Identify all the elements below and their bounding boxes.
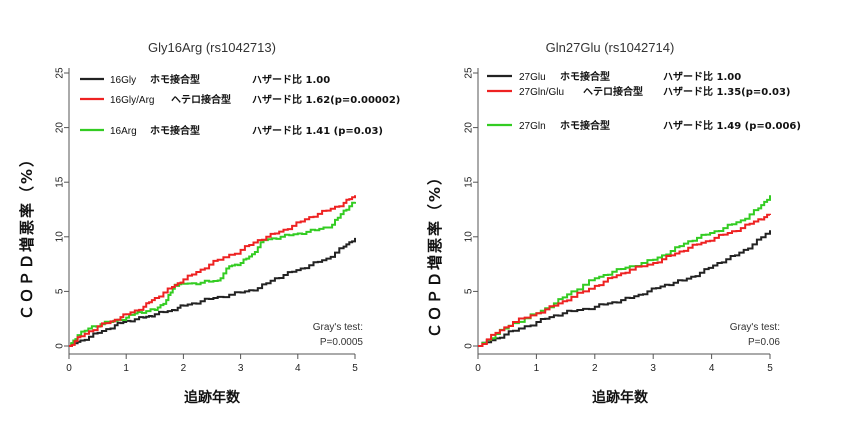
legend-item: 16Arg ホモ接合型 ハザード比 1.41 (p=0.03) [80, 124, 383, 137]
x-tick-label: 5 [352, 363, 358, 374]
legend-genotype: ホモ接合型 [150, 124, 200, 137]
x-tick-label: 2 [592, 363, 598, 374]
chart-panel-2: Gln27Glu (rs1042714) 0 5 10 15 20 25 0 1 2 3 4 5 ＣＯＰＤ… [426, 40, 801, 406]
legend-hazard-ratio: ハザード比 1.35(p=0.03) [663, 85, 791, 98]
legend-item: 27Gln/Glu ヘテロ接合型 ハザード比 1.35(p=0.03) [487, 85, 791, 98]
legend-genotype: ヘテロ接合型 [583, 85, 643, 98]
legend-series-name: 27Gln [519, 121, 546, 132]
legend-series-name: 16Gly/Arg [110, 95, 154, 106]
series-line-27glu [478, 230, 771, 347]
x-tick-label: 4 [295, 363, 301, 374]
y-tick-label: 10 [464, 231, 475, 243]
legend-series-name: 27Glu [519, 72, 546, 83]
y-tick-label: 20 [55, 122, 66, 134]
series-line-16gly-arg [69, 195, 356, 347]
legend-item: 27Gln ホモ接合型 ハザード比 1.49 (p=0.006) [487, 119, 801, 132]
test-annotation: Gray's test: [313, 322, 363, 333]
y-tick-label: 5 [464, 288, 475, 294]
series-line-16gly [69, 237, 356, 347]
legend-hazard-ratio: ハザード比 1.62(p=0.00002) [252, 93, 400, 106]
x-tick-label: 5 [767, 363, 773, 374]
legend-series-name: 16Gly [110, 75, 136, 86]
y-tick-label: 0 [55, 343, 66, 349]
y-tick-label: 20 [464, 122, 475, 134]
chart-panel-1: Gly16Arg (rs1042713) 0 5 10 15 20 25 0 1 2 3 4 5 ＣＯＰＤ… [18, 40, 400, 406]
x-tick-label: 0 [475, 363, 481, 374]
y-tick-label: 25 [464, 67, 475, 79]
y-tick-label: 0 [464, 343, 475, 349]
x-tick-label: 3 [650, 363, 656, 374]
legend-item: 16Gly/Arg ヘテロ接合型 ハザード比 1.62(p=0.00002) [80, 93, 400, 106]
test-annotation: Gray's test: [730, 322, 780, 333]
legend-hazard-ratio: ハザード比 1.00 [252, 73, 330, 86]
legend-genotype: ホモ接合型 [560, 119, 610, 132]
legend-item: 27Glu ホモ接合型 ハザード比 1.00 [487, 70, 741, 83]
x-tick-label: 4 [709, 363, 715, 374]
y-axis-label: ＣＯＰＤ増悪率（%） [426, 168, 444, 338]
y-tick-label: 15 [55, 176, 66, 188]
y-tick-label: 10 [55, 231, 66, 243]
test-annotation: P=0.06 [748, 337, 780, 348]
legend-genotype: ヘテロ接合型 [171, 93, 231, 106]
legend-item: 16Gly ホモ接合型 ハザード比 1.00 [80, 73, 330, 86]
y-tick-label: 25 [55, 67, 66, 79]
legend-hazard-ratio: ハザード比 1.49 (p=0.006) [663, 119, 801, 132]
x-axis-label: 追跡年数 [184, 389, 241, 406]
chart-title: Gly16Arg (rs1042713) [148, 40, 276, 55]
x-tick-label: 2 [181, 363, 187, 374]
x-tick-label: 3 [238, 363, 244, 374]
legend-hazard-ratio: ハザード比 1.00 [663, 70, 741, 83]
x-tick-label: 0 [66, 363, 72, 374]
legend-genotype: ホモ接合型 [560, 70, 610, 83]
y-tick-label: 15 [464, 176, 475, 188]
legend-hazard-ratio: ハザード比 1.41 (p=0.03) [252, 124, 383, 137]
legend-genotype: ホモ接合型 [150, 73, 200, 86]
x-axis-label: 追跡年数 [592, 389, 649, 406]
legend-series-name: 27Gln/Glu [519, 87, 564, 98]
x-tick-label: 1 [123, 363, 129, 374]
series-line-27gln-glu [478, 213, 771, 347]
x-tick-label: 1 [534, 363, 540, 374]
legend-series-name: 16Arg [110, 126, 137, 137]
test-annotation: P=0.0005 [320, 337, 364, 348]
chart-title: Gln27Glu (rs1042714) [546, 40, 675, 55]
y-tick-label: 5 [55, 288, 66, 294]
series-line-27gln [478, 195, 771, 347]
y-axis-label: ＣＯＰＤ増悪率（%） [18, 150, 36, 320]
